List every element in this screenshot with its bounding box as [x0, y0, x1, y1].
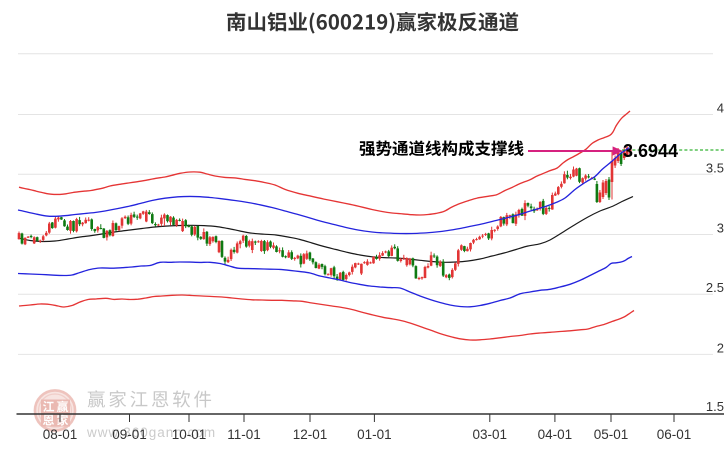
svg-text:2.5: 2.5 [706, 280, 724, 295]
svg-text:01-01: 01-01 [357, 427, 392, 442]
svg-text:4: 4 [717, 101, 724, 116]
svg-text:3.6944: 3.6944 [623, 141, 678, 161]
svg-text:06-01: 06-01 [657, 427, 692, 442]
svg-text:10-01: 10-01 [172, 427, 207, 442]
svg-text:03-01: 03-01 [473, 427, 508, 442]
svg-text:04-01: 04-01 [538, 427, 573, 442]
svg-text:09-01: 09-01 [112, 427, 147, 442]
svg-text:12-01: 12-01 [293, 427, 328, 442]
svg-text:08-01: 08-01 [43, 427, 78, 442]
svg-text:3: 3 [717, 221, 724, 236]
svg-text:11-01: 11-01 [227, 427, 261, 442]
svg-text:3.5: 3.5 [706, 160, 724, 175]
svg-text:1.5: 1.5 [706, 399, 724, 414]
svg-text:05-01: 05-01 [594, 427, 629, 442]
svg-text:2: 2 [717, 340, 724, 355]
svg-text:www.360gann.com: www.360gann.com [86, 425, 216, 440]
